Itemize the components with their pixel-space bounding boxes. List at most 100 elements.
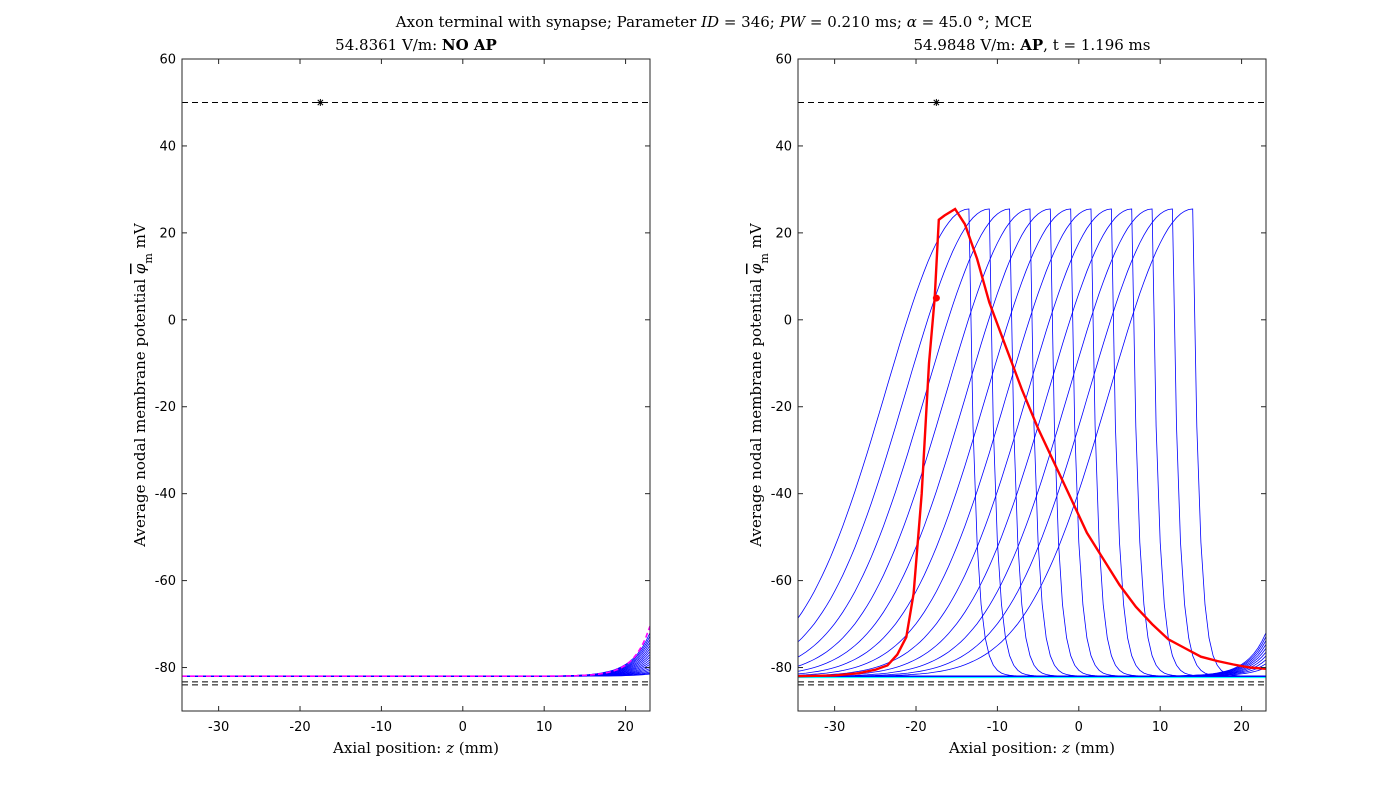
y-tick-label: 40 xyxy=(159,139,176,154)
suptitle-alpha-value: = 45.0 °; MCE xyxy=(917,13,1032,31)
ap-snapshot-line xyxy=(798,208,1266,677)
last-response-line xyxy=(182,625,650,677)
ap-snapshot-line xyxy=(798,208,1266,677)
x-axis-label-var: z xyxy=(1061,739,1070,757)
x-axis-label-text: Axial position: xyxy=(948,739,1062,757)
ap-snapshot-line xyxy=(798,208,1266,677)
x-tick-label: 10 xyxy=(536,720,553,735)
ap-snapshot-line xyxy=(798,208,1266,677)
panel-title-field: 54.9848 V/m: xyxy=(914,36,1021,54)
panel-no-ap: 54.8361 V/m: NO AP -30 -20 -10 0 10 20-80-60-… xyxy=(131,36,651,757)
stimulus-site-marker xyxy=(316,98,324,106)
x-axis-label-unit: (mm) xyxy=(454,739,499,757)
axes-box xyxy=(181,58,651,712)
y-tick-label: -80 xyxy=(155,661,176,676)
x-tick-label: -10 xyxy=(371,720,392,735)
x-axis-label-no-ap: Axial position: z (mm) xyxy=(332,739,499,757)
y-axis-label-symbol: φ xyxy=(131,263,149,274)
x-tick-label: 0 xyxy=(1075,720,1083,735)
tested-response-line xyxy=(798,663,1266,677)
tested-response-line xyxy=(182,654,650,677)
ap-snapshot-line xyxy=(798,208,1266,677)
x-tick-label: 10 xyxy=(1152,720,1169,735)
x-tick-label: 20 xyxy=(1233,720,1250,735)
x-tick-label: -10 xyxy=(987,720,1008,735)
x-tick-label: -20 xyxy=(289,720,310,735)
suptitle-pw-symbol: PW xyxy=(779,13,807,31)
tested-response-line xyxy=(182,659,650,677)
x-axis-label-var: z xyxy=(445,739,454,757)
stimulus-site-marker xyxy=(932,98,940,106)
x-tick-label: -20 xyxy=(905,720,926,735)
y-axis-label-no-ap: Average nodal membrane potential φm mV xyxy=(131,222,155,548)
suptitle-pw-value: = 0.210 ms; xyxy=(805,13,907,31)
x-axis-label-unit: (mm) xyxy=(1070,739,1115,757)
panel-title-field: 54.8361 V/m: xyxy=(335,36,442,54)
x-tick-label: 0 xyxy=(459,720,467,735)
y-tick-label: 60 xyxy=(159,53,176,68)
y-axis-label-sub: m xyxy=(142,253,155,264)
tested-response-line xyxy=(182,645,650,677)
tested-response-line xyxy=(182,656,650,677)
x-tick-label: -30 xyxy=(208,720,229,735)
y-tick-label: 20 xyxy=(159,226,176,241)
axes-box xyxy=(797,58,1267,712)
tested-response-line xyxy=(182,661,650,677)
axes-ap: -30 -20 -10 0 10 20 -80 -60 -40 -20 0 20 40 60 xyxy=(771,53,1267,735)
suptitle-prefix: Axon terminal with synapse; Parameter xyxy=(395,13,701,31)
ap-response-curve xyxy=(798,207,1266,678)
panel-title-no-ap: 54.8361 V/m: NO AP xyxy=(335,36,497,54)
ap-snapshot-line xyxy=(798,208,1266,677)
y-axis-label-text: Average nodal membrane potential xyxy=(131,274,149,548)
axes-no-ap: -30 -20 -10 0 10 20 -80 -60 -40 -20 0 20 40 60 xyxy=(155,53,651,735)
y-tick-label: -80 xyxy=(771,661,792,676)
y-tick-label: 20 xyxy=(775,226,792,241)
ap-snapshot-line xyxy=(798,208,1266,677)
y-tick-label: 0 xyxy=(168,313,176,328)
tested-response-line xyxy=(798,632,1266,677)
x-axis-label-ap: Axial position: z (mm) xyxy=(948,739,1115,757)
panel-title-result: AP xyxy=(1019,36,1043,54)
figure-suptitle: Axon terminal with synapse; Parameter ID… xyxy=(395,13,1032,31)
panel-ap: 54.9848 V/m: AP, t = 1.196 ms -30 -20 -10 0… xyxy=(747,36,1267,757)
tested-response-line xyxy=(182,664,650,677)
response-point xyxy=(932,294,940,302)
y-tick-label: -40 xyxy=(155,487,176,502)
plot-area-ap xyxy=(798,98,1266,686)
x-tick-label: 20 xyxy=(617,720,634,735)
tested-response-line xyxy=(182,639,650,677)
y-tick-label: 40 xyxy=(775,139,792,154)
tested-response-line xyxy=(182,666,650,677)
y-axis-label-ap: Average nodal membrane potential φm mV xyxy=(747,222,771,548)
y-axis-label-unit: mV xyxy=(747,222,765,253)
y-tick-label: 0 xyxy=(784,313,792,328)
y-tick-label: -20 xyxy=(155,400,176,415)
plot-area-no-ap xyxy=(182,98,650,686)
y-tick-label: -20 xyxy=(771,400,792,415)
ap-snapshot-line xyxy=(798,208,1266,677)
ap-snapshot-line xyxy=(798,208,1266,677)
y-tick-label: -60 xyxy=(771,574,792,589)
ap-snapshot-line xyxy=(798,208,1266,677)
panel-title-time: , t = 1.196 ms xyxy=(1043,36,1150,54)
y-axis-label-text: Average nodal membrane potential xyxy=(747,274,765,548)
ap-snapshot-line xyxy=(798,208,1266,677)
y-tick-label: 60 xyxy=(775,53,792,68)
tested-response-line xyxy=(182,648,650,677)
ap-snapshot-line xyxy=(798,208,1266,677)
tested-response-line xyxy=(182,651,650,677)
tested-response-line xyxy=(182,632,650,677)
suptitle-alpha-symbol: α xyxy=(907,13,917,31)
panel-title-ap: 54.9848 V/m: AP, t = 1.196 ms xyxy=(914,36,1151,54)
y-axis-label-symbol: φ xyxy=(747,263,765,274)
y-axis-label-unit: mV xyxy=(131,222,149,253)
y-axis-label-sub: m xyxy=(758,253,771,264)
tested-response-line xyxy=(182,642,650,677)
panel-title-result: NO AP xyxy=(442,36,497,54)
tested-response-line xyxy=(182,635,650,677)
suptitle-id-symbol: ID xyxy=(700,13,719,31)
y-tick-label: -40 xyxy=(771,487,792,502)
x-axis-label-text: Axial position: xyxy=(332,739,446,757)
x-tick-label: -30 xyxy=(824,720,845,735)
